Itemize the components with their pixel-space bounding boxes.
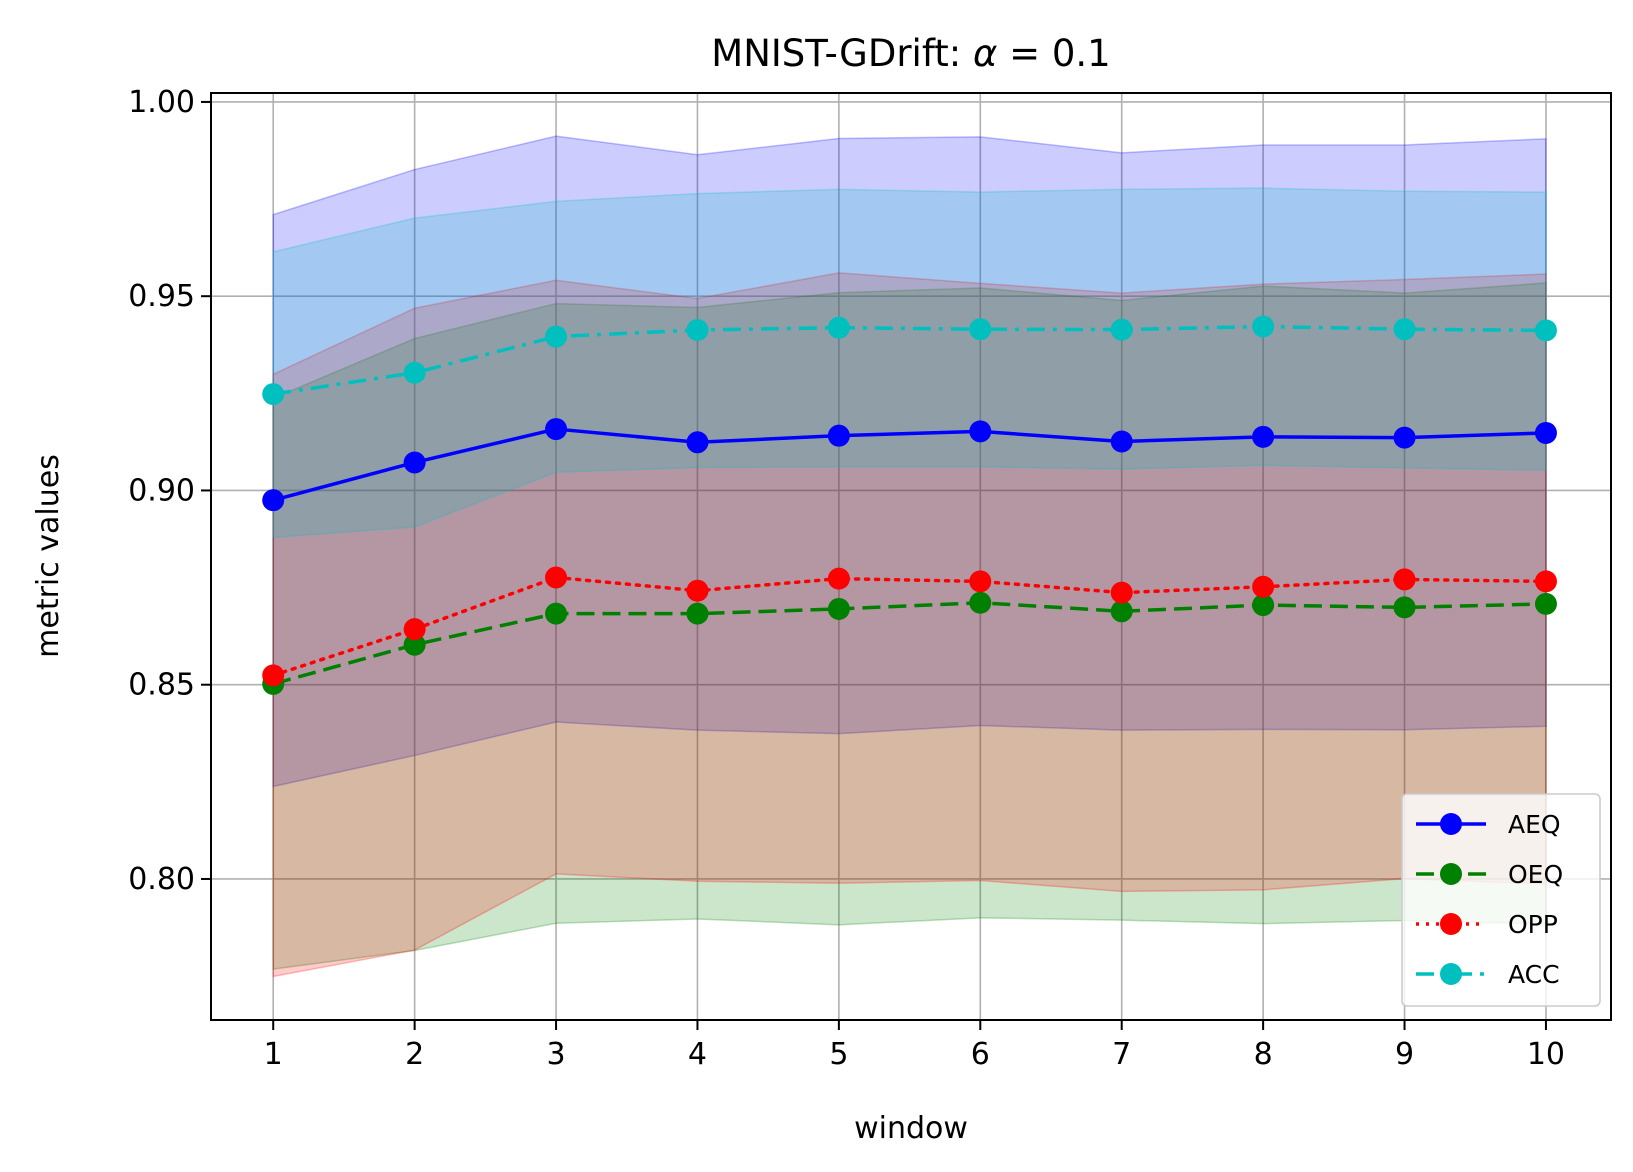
- legend-label: AEQ: [1508, 810, 1561, 839]
- y-tick-label: 0.80: [128, 862, 195, 897]
- legend-label: ACC: [1508, 960, 1560, 989]
- axes: 1 2 3 4 5 6 7 8 9 10 0.80 0.85 0.90 0.95 1.00: [128, 85, 1565, 1072]
- point-acc: [827, 316, 850, 339]
- x-tick-label: 5: [829, 1037, 848, 1072]
- point-acc: [1534, 319, 1557, 342]
- x-axis-label: window: [854, 1111, 968, 1146]
- point-opp: [262, 664, 285, 687]
- band-aeq: [272, 135, 1547, 788]
- legend-marker: [1440, 963, 1462, 985]
- series-markers: [262, 315, 1557, 695]
- line-oeq: [272, 600, 1546, 686]
- point-oeq: [827, 597, 850, 620]
- point-oeq: [1534, 592, 1557, 615]
- point-opp: [827, 567, 850, 590]
- legend-item-oeq: OEQ: [1416, 860, 1563, 889]
- point-aeq: [686, 431, 709, 454]
- point-aeq: [262, 489, 285, 512]
- x-tick-label: 4: [688, 1037, 707, 1072]
- point-opp: [1110, 581, 1133, 604]
- line-acc: [272, 324, 1546, 396]
- legend-item-opp: OPP: [1416, 910, 1558, 939]
- point-aeq: [1393, 426, 1416, 449]
- x-tick-label: 2: [405, 1037, 424, 1072]
- point-opp: [969, 570, 992, 593]
- plot-frame: [210, 92, 1612, 1021]
- y-tick-label: 1.00: [128, 85, 195, 120]
- point-aeq: [1534, 421, 1557, 444]
- legend-label: OEQ: [1508, 860, 1563, 889]
- legend-item-aeq: AEQ: [1416, 810, 1561, 839]
- point-oeq: [545, 602, 568, 625]
- x-tick-label: 8: [1254, 1037, 1273, 1072]
- grid: [211, 93, 1611, 1020]
- confidence-bands: [272, 135, 1547, 978]
- point-acc: [403, 361, 426, 384]
- legend-label: OPP: [1508, 910, 1558, 939]
- point-acc: [969, 318, 992, 341]
- chart-title-symbol: α: [973, 32, 997, 75]
- y-axis-label: metric values: [31, 454, 66, 658]
- point-oeq: [403, 633, 426, 656]
- point-oeq: [1393, 596, 1416, 619]
- point-opp: [545, 566, 568, 589]
- legend-marker: [1440, 813, 1462, 835]
- point-oeq: [969, 591, 992, 614]
- band-acc: [272, 187, 1547, 539]
- point-acc: [1110, 318, 1133, 341]
- y-tick-label: 0.90: [128, 473, 195, 508]
- point-aeq: [403, 451, 426, 474]
- point-aeq: [827, 424, 850, 447]
- x-tick-label: 1: [264, 1037, 283, 1072]
- point-oeq: [686, 602, 709, 625]
- point-opp: [1534, 570, 1557, 593]
- point-aeq: [1110, 430, 1133, 453]
- point-acc: [1252, 315, 1275, 338]
- x-tick-label: 3: [547, 1037, 566, 1072]
- point-opp: [403, 618, 426, 641]
- point-aeq: [969, 420, 992, 443]
- y-tick-label: 0.95: [128, 279, 195, 314]
- point-acc: [262, 383, 285, 406]
- legend-marker: [1440, 863, 1462, 885]
- point-oeq: [1110, 600, 1133, 623]
- point-opp: [1252, 575, 1275, 598]
- legend-box: [1401, 793, 1601, 1007]
- chart-title-value: = 0.1: [997, 32, 1110, 75]
- point-acc: [1393, 318, 1416, 341]
- chart-title: MNIST-GDrift: α = 0.1: [711, 32, 1110, 75]
- line-aeq: [272, 427, 1547, 502]
- legend: AEQ OEQ OPP ACC: [1401, 793, 1601, 1007]
- chart-title-main: MNIST-GDrift:: [711, 32, 973, 75]
- point-acc: [686, 318, 709, 341]
- x-tick-label: 10: [1527, 1037, 1565, 1072]
- legend-item-acc: ACC: [1416, 960, 1560, 989]
- series-lines: [271, 324, 1548, 686]
- y-tick-label: 0.85: [128, 668, 195, 703]
- legend-marker: [1440, 913, 1462, 935]
- point-acc: [545, 325, 568, 348]
- x-tick-label: 6: [971, 1037, 990, 1072]
- point-oeq: [1252, 594, 1275, 617]
- x-tick-label: 7: [1112, 1037, 1131, 1072]
- x-tick-label: 9: [1395, 1037, 1414, 1072]
- point-aeq: [1252, 425, 1275, 448]
- point-opp: [1393, 568, 1416, 591]
- point-opp: [686, 579, 709, 602]
- line-opp: [271, 575, 1548, 678]
- point-aeq: [545, 418, 568, 441]
